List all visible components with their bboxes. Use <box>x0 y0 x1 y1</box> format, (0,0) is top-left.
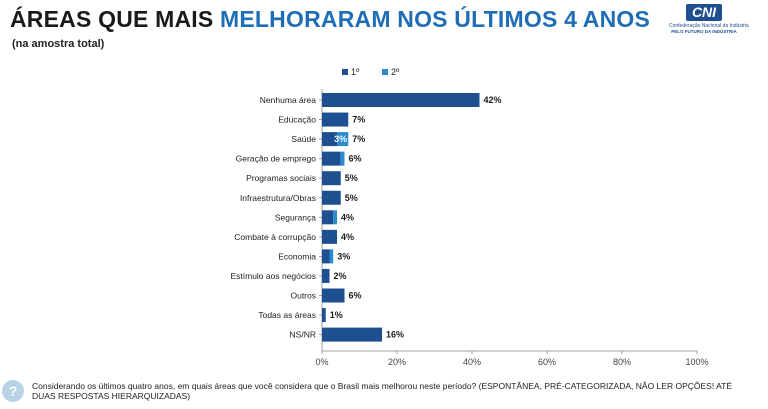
category-label: Outros <box>290 291 316 301</box>
logo-line-1: Confederação Nacional da Indústria <box>669 23 749 29</box>
category-label: Todas as áreas <box>258 310 316 320</box>
bar-segment-1 <box>322 327 382 342</box>
survey-question: Considerando os últimos quatro anos, em … <box>32 381 732 401</box>
category-label: Economia <box>278 251 316 261</box>
legend-swatch-1 <box>342 69 348 75</box>
legend-label-2: 2º <box>391 67 400 77</box>
category-label: Educação <box>278 115 316 125</box>
bar-segment-1 <box>322 268 330 283</box>
bar-segment-2 <box>333 210 337 225</box>
bar-segment-1 <box>322 229 337 244</box>
logo-mark: CNI <box>685 4 723 21</box>
x-tick-label: 60% <box>538 357 556 367</box>
inner-value-label: 3% <box>334 134 347 144</box>
category-label: Saúde <box>291 134 316 144</box>
page-title: ÁREAS QUE MAIS MELHORARAM NOS ÚLTIMOS 4 … <box>10 6 650 33</box>
bar-segment-1 <box>322 112 349 127</box>
category-label: Combate à corrupção <box>234 232 316 242</box>
x-tick-label: 100% <box>685 357 708 367</box>
value-label: 4% <box>341 232 354 242</box>
value-label: 7% <box>352 115 365 125</box>
category-label: NS/NR <box>290 330 316 340</box>
category-label: Geração de emprego <box>236 154 317 164</box>
title-part-1: ÁREAS QUE MAIS <box>10 6 221 32</box>
x-tick-label: 80% <box>613 357 631 367</box>
value-label: 7% <box>352 134 365 144</box>
bar-segment-2 <box>340 151 345 166</box>
bar-segment-1 <box>322 171 341 186</box>
category-label: Nenhuma área <box>260 95 317 105</box>
legend: 1º 2º <box>342 67 400 77</box>
bar-segment-1 <box>322 308 326 323</box>
bar-segment-1 <box>322 93 480 107</box>
cni-logo: CNI Confederação Nacional da Indústria P… <box>669 4 749 38</box>
value-label: 5% <box>345 173 358 183</box>
value-label: 42% <box>484 95 502 105</box>
question-icon: ? <box>2 380 24 402</box>
value-label: 6% <box>349 154 362 164</box>
bar-segment-1 <box>322 249 330 264</box>
bar-segment-1 <box>322 210 334 225</box>
value-label: 2% <box>334 271 347 281</box>
x-tick-label: 20% <box>388 357 406 367</box>
bar-segment-1 <box>322 132 337 147</box>
legend-swatch-2 <box>382 69 388 75</box>
category-label: Infraestrutura/Obras <box>240 193 316 203</box>
value-label: 6% <box>349 291 362 301</box>
value-label: 3% <box>337 251 350 261</box>
bar-segment-2 <box>337 132 349 147</box>
title-part-2: MELHORARAM NOS ÚLTIMOS 4 ANOS <box>220 6 651 32</box>
bar-chart: 1º 2º Nenhuma área 42% Educação 7% Saúde 3% 7% Ge… <box>230 67 708 367</box>
bar-segment-2 <box>329 249 334 264</box>
value-label: 1% <box>330 310 343 320</box>
category-label: Segurança <box>275 212 316 222</box>
bar-segment-1 <box>322 288 345 303</box>
value-label: 4% <box>341 212 354 222</box>
x-tick-label: 40% <box>463 357 481 367</box>
bar-segment-1 <box>322 151 341 166</box>
category-label: Estímulo aos negócios <box>230 271 316 281</box>
legend-label-1: 1º <box>351 67 360 77</box>
bar-segment-1 <box>322 190 341 205</box>
logo-line-2: PELO FUTURO DA INDÚSTRIA <box>671 29 737 34</box>
footer: ? Considerando os últimos quatro anos, e… <box>0 379 768 409</box>
x-tick-label: 0% <box>315 357 328 367</box>
value-label: 5% <box>345 193 358 203</box>
category-label: Programas sociais <box>246 173 316 183</box>
subtitle: (na amostra total) <box>12 38 105 50</box>
value-label: 16% <box>386 330 404 340</box>
